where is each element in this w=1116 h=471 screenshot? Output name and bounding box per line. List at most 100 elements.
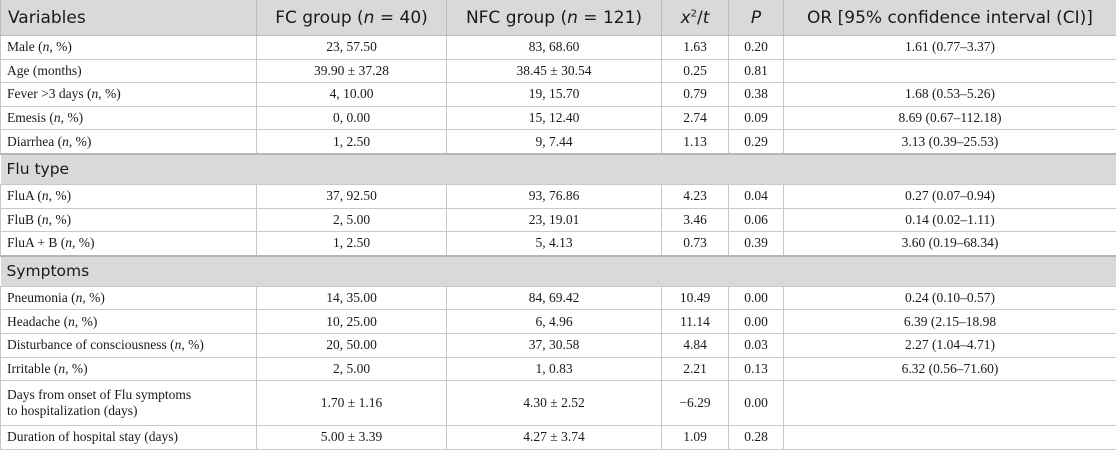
variable-label: FluA + B ( — [7, 235, 66, 251]
fc-value-cell: 20, 50.00 — [256, 332, 447, 358]
variable-label: Diarrhea ( — [7, 133, 63, 149]
table-row: Pneumonia (n, %) 14, 35.00 84, 69.42 10.49 0… — [0, 285, 1116, 311]
p-value-cell: 0.38 — [728, 82, 784, 107]
variable-suffix: , %) — [98, 86, 121, 102]
p-value-cell: 0.00 — [728, 285, 784, 311]
variable-n-symbol: n — [41, 188, 49, 204]
table-row: Male (n, %) 23, 57.50 83, 68.60 1.63 0.20 1.6… — [0, 35, 1116, 60]
nfc-value-cell: 23, 19.01 — [446, 207, 662, 233]
variable-label: Fever >3 days ( — [7, 86, 92, 102]
variable-cell: Duration of hospital stay (days) — [0, 425, 257, 450]
variable-label: Duration of hospital stay (days) — [7, 429, 178, 445]
p-value-cell: 0.00 — [728, 380, 784, 427]
variable-label: Emesis ( — [7, 109, 54, 125]
variable-label: Male ( — [7, 39, 43, 55]
section-title: Flu type — [0, 152, 1116, 185]
variable-n-symbol: n — [91, 86, 99, 102]
variable-n-symbol: n — [62, 133, 69, 149]
nfc-value-cell: 19, 15.70 — [446, 82, 662, 107]
nfc-value-cell: 4.30 ± 2.52 — [446, 380, 662, 427]
odds-ratio-cell: 0.24 (0.10–0.57) — [783, 285, 1116, 311]
table-row: FluB (n, %) 2, 5.00 23, 19.01 3.46 0.06 0.14 … — [0, 207, 1116, 233]
variable-suffix: , %) — [49, 39, 72, 55]
p-value-cell: 0.20 — [728, 35, 784, 60]
odds-ratio-cell — [783, 380, 1116, 427]
variable-n-symbol: n — [53, 109, 61, 125]
table-row: Disturbance of consciousness (n, %) 20, 5… — [0, 332, 1116, 358]
odds-ratio-cell: 2.27 (1.04–4.71) — [783, 332, 1116, 358]
odds-ratio-cell: 3.60 (0.19–68.34) — [783, 231, 1116, 257]
fc-value-cell: 2, 5.00 — [256, 207, 447, 233]
variable-label: FluA ( — [7, 188, 42, 204]
table-header: Variables FC group (n = 40) NFC group (n… — [0, 0, 1116, 36]
nfc-value-cell: 84, 69.42 — [446, 285, 662, 311]
header-odds-ratio: OR [95% confidence interval (CI)] — [783, 0, 1116, 36]
header-nfc-group: NFC group (n = 121) — [446, 0, 662, 36]
nfc-value-cell: 1, 0.83 — [446, 356, 662, 382]
variable-n-symbol: n — [68, 313, 75, 329]
variable-cell: Pneumonia (n, %) — [0, 285, 257, 311]
variable-cell: FluB (n, %) — [0, 207, 257, 233]
table-body: Male (n, %) 23, 57.50 83, 68.60 1.63 0.20 1.6… — [0, 35, 1116, 450]
p-value-cell: 0.06 — [728, 207, 784, 233]
variable-label: Pneumonia ( — [7, 289, 76, 305]
fc-value-cell: 2, 5.00 — [256, 356, 447, 382]
variable-cell: Male (n, %) — [0, 35, 257, 60]
odds-ratio-cell: 1.68 (0.53–5.26) — [783, 82, 1116, 107]
header-statistic: x2/t — [661, 0, 729, 36]
p-value-cell: 0.28 — [728, 425, 784, 450]
variable-suffix: , %) — [72, 235, 95, 251]
variable-suffix: , %) — [65, 360, 88, 376]
variable-suffix: , %) — [82, 289, 105, 305]
nfc-value-cell: 83, 68.60 — [446, 35, 662, 60]
fc-value-cell: 0, 0.00 — [256, 105, 447, 131]
variable-label: Headache ( — [7, 313, 69, 329]
variable-label: Days from onset of Flu symptoms — [7, 386, 192, 402]
section-header-row: Flu type — [0, 152, 1116, 185]
statistic-cell: 2.21 — [661, 356, 729, 382]
variable-n-symbol: n — [58, 360, 66, 376]
table-row: Diarrhea (n, %) 1, 2.50 9, 7.44 1.13 0.29 3.1… — [0, 129, 1116, 155]
variable-n-symbol: n — [174, 337, 182, 353]
fc-value-cell: 23, 57.50 — [256, 35, 447, 60]
table-row: Days from onset of Flu symptoms to hospit… — [0, 380, 1116, 427]
odds-ratio-cell — [783, 58, 1116, 84]
nfc-value-cell: 5, 4.13 — [446, 231, 662, 257]
variable-label-line2: to hospitalization (days) — [7, 403, 138, 419]
statistic-cell: 1.13 — [661, 129, 729, 155]
nfc-value-cell: 38.45 ± 30.54 — [446, 58, 662, 84]
header-p-value: P — [728, 0, 784, 36]
fc-value-cell: 14, 35.00 — [256, 285, 447, 311]
statistic-cell: 1.63 — [661, 35, 729, 60]
header-fc-group: FC group (n = 40) — [256, 0, 447, 36]
variable-suffix: , %) — [68, 133, 92, 149]
variable-label: FluB ( — [7, 211, 42, 227]
odds-ratio-cell — [783, 425, 1116, 450]
statistic-cell: 0.73 — [661, 231, 729, 257]
odds-ratio-cell: 6.32 (0.56–71.60) — [783, 356, 1116, 382]
fc-value-cell: 5.00 ± 3.39 — [256, 425, 447, 450]
header-row: Variables FC group (n = 40) NFC group (n… — [0, 0, 1116, 36]
statistic-cell: 11.14 — [661, 309, 729, 334]
variable-suffix: , %) — [48, 188, 72, 204]
fc-value-cell: 10, 25.00 — [256, 309, 447, 334]
p-value-cell: 0.13 — [728, 356, 784, 382]
table-row: FluA (n, %) 37, 92.50 93, 76.86 4.23 0.04 0.2… — [0, 183, 1116, 209]
fc-value-cell: 1.70 ± 1.16 — [256, 380, 447, 427]
p-value-cell: 0.04 — [728, 183, 784, 209]
variable-suffix: , %) — [48, 211, 72, 227]
fc-value-cell: 4, 10.00 — [256, 82, 447, 107]
table-row: Duration of hospital stay (days) 5.00 ± 3… — [0, 425, 1116, 450]
variable-n-symbol: n — [41, 211, 49, 227]
statistic-cell: 4.23 — [661, 183, 729, 209]
p-value-cell: 0.00 — [728, 309, 784, 334]
nfc-value-cell: 37, 30.58 — [446, 332, 662, 358]
fc-value-cell: 1, 2.50 — [256, 231, 447, 257]
odds-ratio-cell: 0.27 (0.07–0.94) — [783, 183, 1116, 209]
statistic-cell: −6.29 — [661, 380, 729, 427]
variable-cell: Emesis (n, %) — [0, 105, 257, 131]
statistic-cell: 2.74 — [661, 105, 729, 131]
variable-cell: FluA + B (n, %) — [0, 231, 257, 257]
odds-ratio-cell: 3.13 (0.39–25.53) — [783, 129, 1116, 155]
table-row: Headache (n, %) 10, 25.00 6, 4.96 11.14 0.00… — [0, 309, 1116, 334]
